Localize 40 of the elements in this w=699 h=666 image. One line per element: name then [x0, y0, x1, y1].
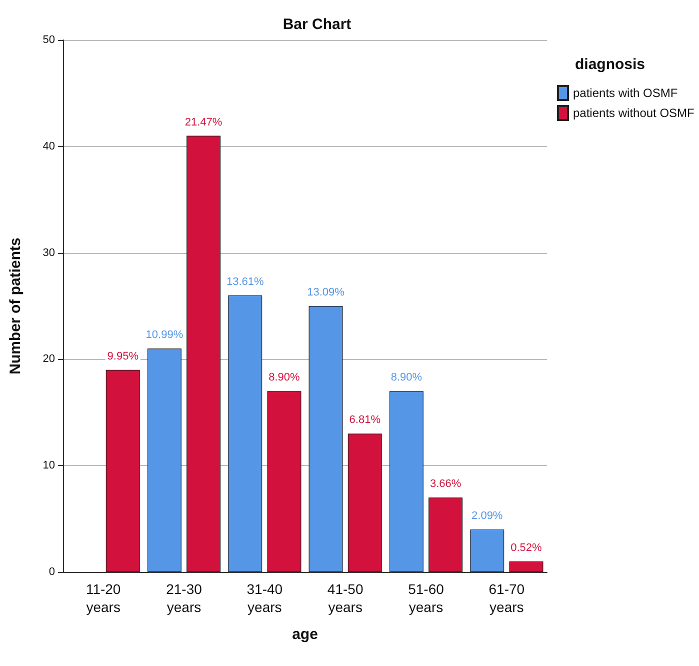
y-tick-label: 30 — [42, 246, 55, 259]
annotation: 9.95% — [107, 350, 139, 362]
annotation: 21.47% — [184, 116, 222, 128]
annotation: 6.81% — [349, 414, 381, 426]
y-axis-title: Number of patients — [7, 238, 24, 374]
x-tick-label: 21-30 years — [166, 581, 202, 615]
bar — [509, 561, 544, 572]
legend-label: patients with OSMF — [573, 86, 678, 100]
annotation: 0.52% — [510, 542, 542, 554]
annotation: 8.90% — [390, 372, 422, 384]
bar — [308, 306, 343, 572]
legend-label: patients without OSMF — [573, 106, 694, 120]
annotation: 2.09% — [472, 510, 503, 522]
bar — [106, 370, 140, 572]
bar — [470, 529, 504, 572]
annotation: 3.66% — [430, 478, 462, 490]
chart-title: Bar Chart — [282, 16, 352, 33]
y-tick-label: 50 — [42, 34, 55, 46]
y-tick-label: 0 — [48, 566, 55, 578]
x-tick-label: 61-70 years — [488, 581, 525, 615]
annotation: 8.90% — [268, 372, 300, 384]
bar — [428, 498, 463, 572]
y-tick-label: 20 — [42, 353, 55, 366]
x-tick-label: 11-20 years — [86, 581, 121, 615]
x-axis-title: age — [292, 626, 318, 643]
x-tick-label: 31-40 years — [246, 581, 283, 615]
bar — [186, 136, 221, 572]
bar — [348, 434, 382, 572]
y-tick-label: 10 — [42, 460, 55, 472]
bar — [147, 348, 182, 572]
bar — [389, 391, 424, 572]
x-tick-label: 51-60 years — [408, 581, 444, 615]
bar — [228, 295, 262, 572]
annotation: 10.99% — [146, 329, 184, 342]
x-tick-label: 41-50 years — [327, 581, 364, 615]
bar — [267, 391, 302, 572]
y-tick-label: 40 — [42, 140, 55, 152]
annotation: 13.61% — [226, 276, 264, 288]
annotation: 13.09% — [307, 286, 345, 298]
legend-title: diagnosis — [575, 56, 646, 73]
